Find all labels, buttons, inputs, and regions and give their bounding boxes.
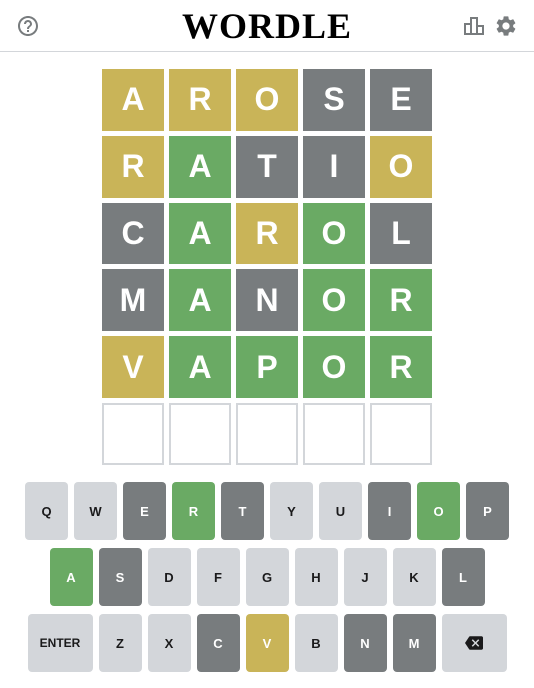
letter-key-v[interactable]: V [246, 614, 289, 672]
tile: O [303, 336, 365, 398]
tile: A [169, 203, 231, 265]
tile: N [236, 269, 298, 331]
letter-key-t[interactable]: T [221, 482, 264, 540]
backspace-icon [462, 634, 486, 652]
board-row [102, 403, 432, 465]
tile: V [102, 336, 164, 398]
letter-key-d[interactable]: D [148, 548, 191, 606]
letter-key-s[interactable]: S [99, 548, 142, 606]
tile [102, 403, 164, 465]
tile [370, 403, 432, 465]
letter-key-z[interactable]: Z [99, 614, 142, 672]
tile: S [303, 69, 365, 131]
stats-icon[interactable] [462, 14, 486, 38]
letter-key-w[interactable]: W [74, 482, 117, 540]
letter-key-o[interactable]: O [417, 482, 460, 540]
letter-key-y[interactable]: Y [270, 482, 313, 540]
tile: A [102, 69, 164, 131]
letter-key-g[interactable]: G [246, 548, 289, 606]
letter-key-n[interactable]: N [344, 614, 387, 672]
tile: O [370, 136, 432, 198]
tile [303, 403, 365, 465]
tile: R [236, 203, 298, 265]
letter-key-u[interactable]: U [319, 482, 362, 540]
board-row: AROSE [102, 69, 432, 131]
letter-key-e[interactable]: E [123, 482, 166, 540]
letter-key-i[interactable]: I [368, 482, 411, 540]
tile: A [169, 136, 231, 198]
backspace-key[interactable] [442, 614, 507, 672]
letter-key-l[interactable]: L [442, 548, 485, 606]
board-row: MANOR [102, 269, 432, 331]
tile: E [370, 69, 432, 131]
letter-key-a[interactable]: A [50, 548, 93, 606]
letter-key-c[interactable]: C [197, 614, 240, 672]
game-board: AROSERATIOCAROLMANORVAPOR [102, 69, 432, 465]
board-row: VAPOR [102, 336, 432, 398]
board-row: RATIO [102, 136, 432, 198]
letter-key-m[interactable]: M [393, 614, 436, 672]
letter-key-f[interactable]: F [197, 548, 240, 606]
enter-key[interactable]: ENTER [28, 614, 93, 672]
tile: C [102, 203, 164, 265]
letter-key-r[interactable]: R [172, 482, 215, 540]
tile: A [169, 269, 231, 331]
tile: O [303, 203, 365, 265]
tile: R [370, 269, 432, 331]
keyboard-spacer [23, 548, 44, 606]
tile: A [169, 336, 231, 398]
tile [169, 403, 231, 465]
letter-key-b[interactable]: B [295, 614, 338, 672]
tile: M [102, 269, 164, 331]
tile: R [370, 336, 432, 398]
keyboard-spacer [491, 548, 512, 606]
keyboard-row: ASDFGHJKL [8, 548, 526, 606]
settings-icon[interactable] [494, 14, 518, 38]
letter-key-j[interactable]: J [344, 548, 387, 606]
tile: T [236, 136, 298, 198]
letter-key-q[interactable]: Q [25, 482, 68, 540]
help-icon[interactable] [16, 14, 40, 38]
tile: O [303, 269, 365, 331]
tile: L [370, 203, 432, 265]
tile: P [236, 336, 298, 398]
letter-key-k[interactable]: K [393, 548, 436, 606]
page-title: WORDLE [182, 5, 352, 47]
board-container: AROSERATIOCAROLMANORVAPOR [0, 52, 534, 482]
letter-key-x[interactable]: X [148, 614, 191, 672]
letter-key-h[interactable]: H [295, 548, 338, 606]
keyboard-row: QWERTYUIOP [8, 482, 526, 540]
keyboard-row: ENTERZXCVBNM [8, 614, 526, 672]
header: WORDLE [0, 0, 534, 52]
board-row: CAROL [102, 203, 432, 265]
tile [236, 403, 298, 465]
tile: R [102, 136, 164, 198]
tile: I [303, 136, 365, 198]
keyboard: QWERTYUIOP ASDFGHJKL ENTERZXCVBNM [0, 482, 534, 688]
tile: O [236, 69, 298, 131]
letter-key-p[interactable]: P [466, 482, 509, 540]
tile: R [169, 69, 231, 131]
